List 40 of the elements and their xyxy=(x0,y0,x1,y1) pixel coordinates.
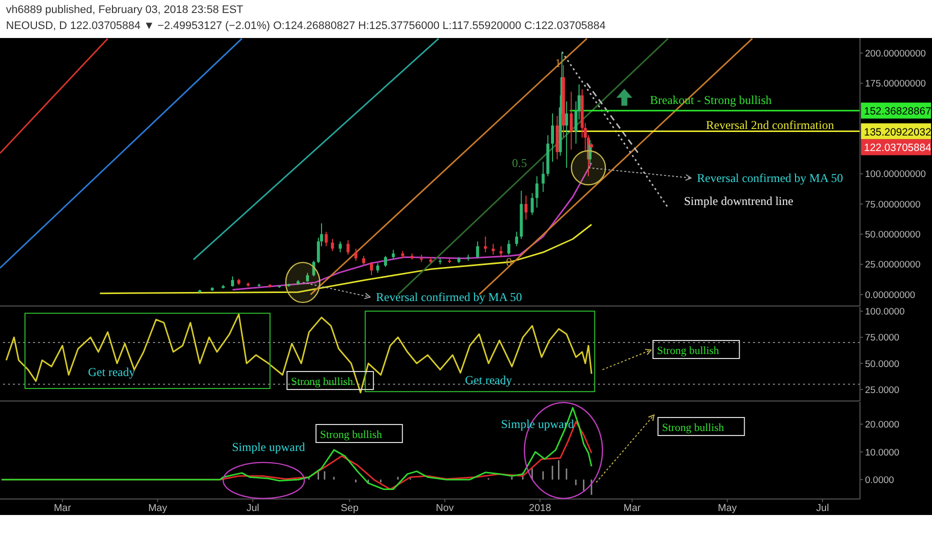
annotation: Simple upward xyxy=(232,440,305,454)
y-tick-label: 175.00000000 xyxy=(865,78,926,90)
x-tick-label: Jul xyxy=(816,503,829,514)
x-tick-label: Mar xyxy=(624,503,642,514)
annotation: Strong bullish xyxy=(662,422,725,434)
y-tick-label: 20.0000 xyxy=(865,420,900,431)
annotation: Reversal confirmed by MA 50 xyxy=(697,171,843,185)
annotation: Strong bullish xyxy=(657,345,720,357)
annotation: Strong bullish xyxy=(320,429,383,441)
text: 122.03705884 xyxy=(864,142,932,154)
x-tick-label: Sep xyxy=(340,503,359,514)
x-tick-label: Mar xyxy=(54,503,72,514)
y-tick-label: 75.00000000 xyxy=(865,199,920,210)
y-tick-label: 25.00000000 xyxy=(865,260,920,271)
x-tick-label: May xyxy=(148,503,168,514)
y-tick-label: 200.00000000 xyxy=(865,48,926,60)
chart-subtitle: NEOUSD, D 122.03705884 ▼ −2.49953127 (−2.01%) O:124.26880827 H:125.37756000 L:117.55920000 C:122.03705884 xyxy=(6,20,607,34)
x-tick-label: Nov xyxy=(436,503,454,514)
y-tick-label: 50.00000000 xyxy=(865,230,920,241)
chart-title: vh6889 published, February 03, 2018 23:58 EST xyxy=(6,4,244,18)
annotation: Strong bullish xyxy=(291,376,354,388)
y-tick-label: 50.0000 xyxy=(865,358,900,370)
annotation: Reversal confirmed by MA 50 xyxy=(376,290,522,304)
y-tick-label: 0.0000 xyxy=(865,474,894,486)
y-tick-label: 0.00000000 xyxy=(865,290,916,301)
y-tick-label: 10.0000 xyxy=(865,447,900,458)
text: 135.20922032 xyxy=(864,126,932,138)
x-tick-label: Jul xyxy=(246,503,260,514)
x-tick-label: May xyxy=(718,503,737,514)
text: 152.36828867 xyxy=(864,106,932,118)
y-tick-label: 25.0000 xyxy=(865,384,900,396)
x-tick-label: 2018 xyxy=(528,503,552,514)
y-tick-label: 100.00000000 xyxy=(865,169,926,180)
annotation: Get ready xyxy=(465,373,512,387)
y-tick-label: 100.0000 xyxy=(865,306,905,318)
annotation: Get ready xyxy=(88,365,135,379)
annotation: 0.5 xyxy=(512,156,527,170)
annotation: Reversal 2nd confirmation xyxy=(706,118,834,132)
annotation: Simple downtrend line xyxy=(684,194,794,208)
y-tick-label: 75.0000 xyxy=(865,332,900,344)
